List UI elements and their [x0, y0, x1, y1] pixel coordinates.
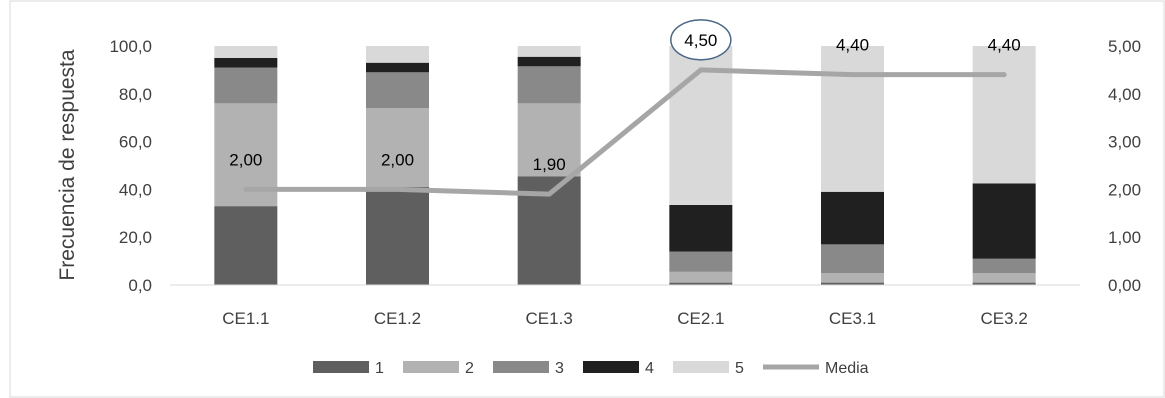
chart-border: [9, 0, 1165, 398]
bar-stack: [669, 46, 733, 285]
y2-tick-label: 2,00: [1108, 180, 1141, 199]
y-tick-label: 100,0: [109, 37, 152, 56]
bar-segment-3: [972, 258, 1036, 274]
legend-label: 1: [375, 360, 384, 377]
media-line: [243, 67, 1007, 197]
y2-tick-label: 0,00: [1108, 276, 1141, 295]
y-tick-label: 40,0: [119, 180, 152, 199]
bar-segment-2: [972, 273, 1036, 283]
x-tick-label: CE1.2: [374, 309, 421, 328]
y2-tick-label: 3,00: [1108, 133, 1141, 152]
bar-segment-5: [214, 46, 278, 58]
legend-label: 5: [735, 360, 744, 377]
bar-segment-2: [669, 271, 733, 283]
x-axis-ticks: CE1.1 CE1.2 CE1.3 CE2.1 CE3.1 CE3.2: [222, 309, 1028, 328]
x-tick-label: CE1.1: [222, 309, 269, 328]
bar-segment-4: [366, 62, 429, 73]
x-tick-label: CE2.1: [677, 309, 724, 328]
media-data-label: 2,00: [381, 150, 414, 169]
media-line-layer: [243, 67, 1007, 197]
bar-segment-5: [517, 46, 581, 57]
legend-label: Media: [825, 360, 869, 377]
bar-stacks: [214, 46, 1036, 285]
bar-segment-5: [821, 46, 884, 192]
y-tick-label: 80,0: [119, 85, 152, 104]
bar-segment-4: [517, 56, 581, 67]
y-axis-ticks: 0,0 20,0 40,0 60,0 80,0 100,0: [109, 37, 152, 295]
legend-label: 4: [645, 360, 654, 377]
y-tick-label: 0,0: [128, 276, 152, 295]
y2-tick-label: 4,00: [1108, 85, 1141, 104]
media-data-label: 4,40: [988, 36, 1021, 55]
legend-swatch: [313, 361, 369, 373]
bar-segment-1: [821, 282, 884, 285]
bar-stack: [366, 46, 429, 285]
bar-segment-3: [821, 244, 884, 274]
bar-segment-5: [972, 46, 1036, 184]
secondary-y-axis-ticks: 0,00 1,00 2,00 3,00 4,00 5,00: [1108, 37, 1141, 295]
x-tick-label: CE3.2: [981, 309, 1028, 328]
legend: 1 2 3 4 5 Media: [313, 360, 869, 377]
x-tick-label: CE1.3: [526, 309, 573, 328]
bar-segment-2: [821, 273, 884, 283]
bar-segment-4: [821, 191, 884, 245]
legend-label: 2: [465, 360, 474, 377]
y-axis-title: Frecuencia de respuesta: [56, 49, 79, 280]
bar-segment-3: [517, 66, 581, 104]
y-tick-label: 20,0: [119, 228, 152, 247]
y2-tick-label: 5,00: [1108, 37, 1141, 56]
bar-segment-3: [366, 72, 429, 109]
bar-stack: [972, 46, 1036, 285]
highlight-ellipse: [670, 19, 732, 61]
bar-segment-4: [669, 204, 733, 252]
bar-segment-1: [669, 282, 733, 285]
legend-swatch: [673, 361, 729, 373]
bar-segment-4: [214, 57, 278, 68]
legend-label: 3: [555, 360, 564, 377]
bar-segment-3: [214, 67, 278, 104]
bar-segment-2: [366, 108, 429, 188]
y-tick-label: 60,0: [119, 133, 152, 152]
media-data-label: 1,90: [533, 155, 566, 174]
bar-segment-4: [972, 183, 1036, 259]
bar-segment-5: [366, 46, 429, 63]
data-labels: 2,00 2,00 1,90 4,50 4,40 4,40: [229, 19, 1021, 174]
bar-stack: [821, 46, 884, 285]
bar-segment-1: [366, 187, 429, 285]
media-data-label: 4,50: [684, 31, 717, 50]
media-data-label: 4,40: [836, 36, 869, 55]
bar-segment-1: [972, 282, 1036, 285]
bar-segment-2: [517, 103, 581, 177]
bar-segment-3: [669, 251, 733, 272]
legend-swatch: [493, 361, 549, 373]
x-tick-label: CE3.1: [829, 309, 876, 328]
media-data-label: 2,00: [229, 150, 262, 169]
bar-segment-1: [214, 206, 278, 285]
y2-tick-label: 1,00: [1108, 228, 1141, 247]
legend-swatch: [403, 361, 459, 373]
legend-swatch: [583, 361, 639, 373]
